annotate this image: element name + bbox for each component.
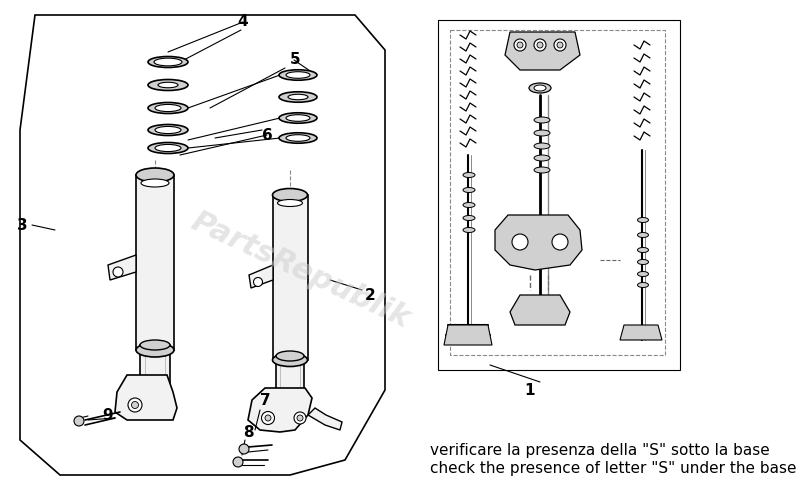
Ellipse shape xyxy=(273,353,307,367)
Polygon shape xyxy=(620,325,662,340)
Ellipse shape xyxy=(279,70,317,80)
Text: 8: 8 xyxy=(242,424,254,440)
Ellipse shape xyxy=(534,85,546,91)
Ellipse shape xyxy=(638,247,649,252)
Bar xyxy=(276,356,304,405)
Ellipse shape xyxy=(278,199,302,206)
Ellipse shape xyxy=(534,155,550,161)
Ellipse shape xyxy=(286,72,310,78)
Ellipse shape xyxy=(154,58,182,66)
Ellipse shape xyxy=(148,102,188,114)
Ellipse shape xyxy=(148,124,188,136)
Ellipse shape xyxy=(463,227,475,232)
Ellipse shape xyxy=(136,343,174,357)
Ellipse shape xyxy=(638,260,649,265)
Circle shape xyxy=(233,457,243,467)
Ellipse shape xyxy=(140,340,170,350)
Polygon shape xyxy=(505,32,580,70)
Ellipse shape xyxy=(638,283,649,288)
Circle shape xyxy=(262,412,274,424)
Text: PartsRepublik: PartsRepublik xyxy=(186,207,414,334)
Ellipse shape xyxy=(276,351,304,361)
Polygon shape xyxy=(248,388,312,432)
Ellipse shape xyxy=(155,126,181,134)
Circle shape xyxy=(514,39,526,51)
Text: 9: 9 xyxy=(102,408,114,422)
Circle shape xyxy=(113,267,123,277)
Circle shape xyxy=(131,401,138,409)
Text: verificare la presenza della "S" sotto la base: verificare la presenza della "S" sotto l… xyxy=(430,442,770,458)
Circle shape xyxy=(265,415,271,421)
Ellipse shape xyxy=(155,104,181,112)
Ellipse shape xyxy=(141,179,169,187)
Circle shape xyxy=(74,416,84,426)
Ellipse shape xyxy=(534,117,550,123)
Circle shape xyxy=(534,39,546,51)
Ellipse shape xyxy=(638,218,649,222)
Circle shape xyxy=(517,42,523,48)
Polygon shape xyxy=(510,295,570,325)
Ellipse shape xyxy=(136,168,174,182)
Circle shape xyxy=(239,444,249,454)
Polygon shape xyxy=(249,265,273,288)
Ellipse shape xyxy=(286,135,310,141)
Ellipse shape xyxy=(279,92,317,102)
Ellipse shape xyxy=(529,83,551,93)
Polygon shape xyxy=(108,255,136,280)
Circle shape xyxy=(552,234,568,250)
Ellipse shape xyxy=(286,115,310,122)
Text: 4: 4 xyxy=(238,15,248,29)
Ellipse shape xyxy=(463,188,475,193)
Text: 6: 6 xyxy=(262,127,272,143)
Ellipse shape xyxy=(279,133,317,143)
Text: 1: 1 xyxy=(525,383,535,397)
Polygon shape xyxy=(444,325,492,345)
Circle shape xyxy=(254,277,262,287)
Ellipse shape xyxy=(148,79,188,91)
Circle shape xyxy=(557,42,563,48)
Circle shape xyxy=(128,398,142,412)
Ellipse shape xyxy=(463,216,475,220)
Bar xyxy=(136,175,174,350)
Circle shape xyxy=(537,42,543,48)
Text: 5: 5 xyxy=(290,52,300,68)
Circle shape xyxy=(297,415,303,421)
Ellipse shape xyxy=(279,113,317,123)
Text: 7: 7 xyxy=(260,392,270,408)
Bar xyxy=(273,195,308,360)
Circle shape xyxy=(512,234,528,250)
Text: check the presence of letter "S" under the base: check the presence of letter "S" under t… xyxy=(430,461,797,475)
Ellipse shape xyxy=(534,143,550,149)
Ellipse shape xyxy=(534,130,550,136)
Ellipse shape xyxy=(155,145,181,151)
Ellipse shape xyxy=(638,271,649,276)
Ellipse shape xyxy=(158,82,178,88)
Ellipse shape xyxy=(288,94,308,100)
Ellipse shape xyxy=(148,143,188,153)
Text: 2: 2 xyxy=(365,288,375,302)
Ellipse shape xyxy=(534,167,550,173)
Bar xyxy=(140,345,170,390)
Ellipse shape xyxy=(638,232,649,238)
Ellipse shape xyxy=(273,189,307,201)
Ellipse shape xyxy=(463,202,475,207)
Polygon shape xyxy=(495,215,582,270)
Polygon shape xyxy=(115,375,177,420)
Circle shape xyxy=(294,412,306,424)
Ellipse shape xyxy=(463,172,475,177)
Polygon shape xyxy=(308,408,342,430)
Circle shape xyxy=(554,39,566,51)
Text: 3: 3 xyxy=(17,218,27,232)
Ellipse shape xyxy=(148,56,188,68)
